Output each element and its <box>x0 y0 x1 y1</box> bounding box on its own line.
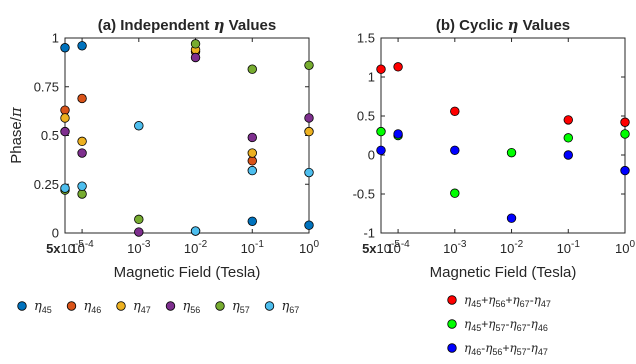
x-tick-label: 10-1 <box>557 239 581 256</box>
data-point <box>563 115 573 125</box>
data-point <box>247 148 257 158</box>
data-point <box>376 126 386 137</box>
data-point <box>77 41 87 51</box>
x-tick-label: 5x10-5 <box>46 239 84 256</box>
x-tick-label: 100 <box>299 239 319 256</box>
data-point <box>190 226 201 236</box>
y-tick-label: 1.5 <box>357 31 375 46</box>
legend-marker <box>116 301 126 311</box>
legend-marker <box>165 301 176 311</box>
y-tick-label: 0.5 <box>357 109 375 124</box>
x-tick-label: 10-3 <box>127 239 151 256</box>
data-point <box>304 220 314 230</box>
legend-marker <box>264 301 275 311</box>
legend-label: η46-η56+η57-η47 <box>464 341 548 357</box>
x-tick-label: 10-1 <box>241 239 265 256</box>
legend-a: η45 η46 η47 η56 η57 η67 <box>17 299 300 315</box>
legend-label: η57 <box>232 299 250 315</box>
y-tick-label: 1 <box>368 70 375 85</box>
x-axis-label: Magnetic Field (Tesla) <box>430 264 577 281</box>
x-tick-label: 10-4 <box>70 239 94 256</box>
data-point <box>247 132 257 143</box>
data-point <box>304 60 314 71</box>
data-point <box>60 43 70 53</box>
legend-marker <box>447 295 457 305</box>
data-point <box>134 214 144 225</box>
x-tick-label: 10-2 <box>184 239 208 256</box>
data-point <box>450 188 460 198</box>
x-axis-label: Magnetic Field (Tesla) <box>114 264 261 281</box>
legend-label: η46 <box>84 299 102 315</box>
data-point <box>393 129 403 139</box>
legend-marker <box>447 319 457 329</box>
data-point <box>376 145 386 156</box>
y-tick-label: 0.5 <box>41 128 59 143</box>
y-tick-label: 0.75 <box>34 79 59 94</box>
legend-marker <box>66 301 77 311</box>
chart-title: (a) Independent η Values <box>98 16 276 34</box>
data-point <box>393 62 403 72</box>
data-point <box>77 93 87 104</box>
plot-area <box>64 37 310 234</box>
data-point <box>60 105 70 115</box>
data-point <box>247 64 257 74</box>
x-tick-label: 10-4 <box>386 239 410 256</box>
legend-marker <box>447 343 457 353</box>
x-tick-label: 100 <box>615 239 635 256</box>
data-point <box>506 147 517 158</box>
y-tick-label: 0 <box>52 226 59 241</box>
data-point <box>60 126 70 137</box>
data-point <box>450 106 460 117</box>
data-point <box>620 165 630 176</box>
chart-title: (b) Cyclic η Values <box>436 16 570 34</box>
legend-marker <box>215 301 225 311</box>
data-point <box>304 167 314 178</box>
data-point <box>247 216 257 227</box>
data-point <box>304 113 314 123</box>
data-point <box>190 39 201 49</box>
y-tick-label: -0.5 <box>353 187 375 202</box>
x-tick-label: 10-2 <box>500 239 524 256</box>
data-point <box>563 150 573 160</box>
legend-label: η56 <box>183 299 201 315</box>
data-point <box>247 165 257 176</box>
y-tick-label: 0 <box>368 148 375 163</box>
x-tick-label: 5x10-5 <box>362 239 400 256</box>
data-point <box>77 136 87 147</box>
y-axis-label: Phase/π <box>7 106 25 164</box>
legend-b: η45+η56+η67-η47 η45+η57-η67-η46 η46-η56+η5… <box>447 293 551 357</box>
data-point <box>376 64 386 74</box>
data-point <box>77 181 87 191</box>
data-point <box>506 213 517 223</box>
legend-label: η45+η56+η67-η47 <box>464 293 551 309</box>
data-point <box>77 148 87 158</box>
data-point <box>60 113 70 123</box>
data-point <box>190 52 201 63</box>
legend-label: η45 <box>34 299 52 315</box>
data-point <box>620 129 630 139</box>
data-point <box>450 145 460 156</box>
legend-marker <box>17 301 27 311</box>
data-point <box>563 133 573 143</box>
x-tick-label: 10-3 <box>443 239 467 256</box>
data-point <box>60 183 70 193</box>
legend-label: η45+η57-η67-η46 <box>464 317 548 333</box>
data-point <box>304 126 314 137</box>
y-tick-label: -1 <box>363 226 375 241</box>
plot-area <box>380 37 626 234</box>
data-point <box>620 117 630 127</box>
data-point <box>77 189 87 199</box>
data-point <box>247 156 257 166</box>
data-point <box>134 121 144 131</box>
legend-label: η47 <box>133 299 151 315</box>
data-point <box>134 227 144 237</box>
legend-label: η67 <box>282 299 300 315</box>
y-tick-label: 1 <box>52 31 59 46</box>
y-tick-label: 0.25 <box>34 177 59 192</box>
